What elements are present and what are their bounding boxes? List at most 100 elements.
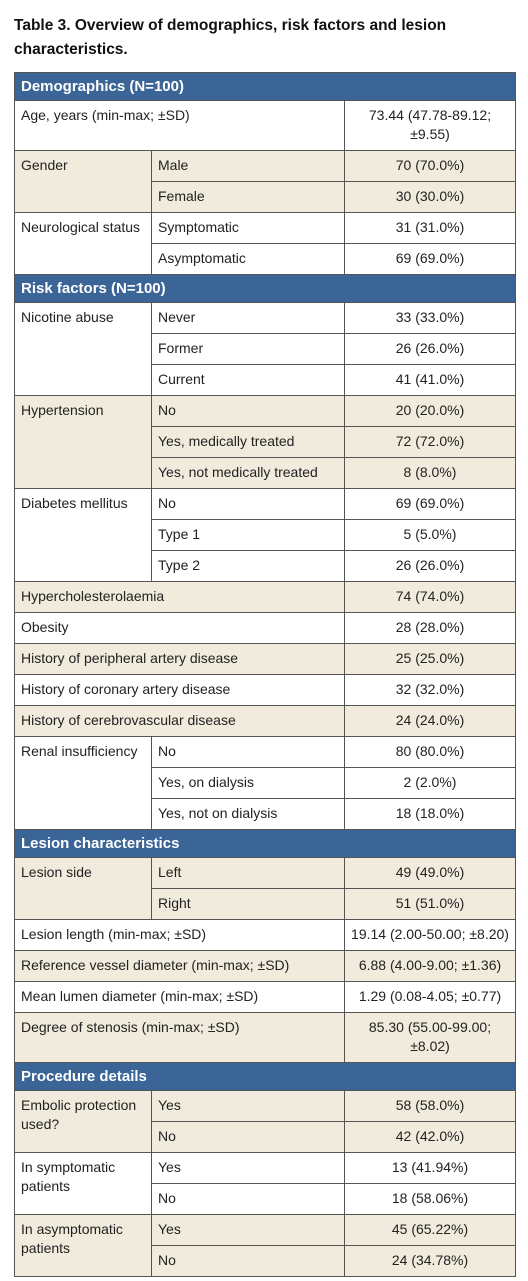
sub-label: Current [151, 364, 345, 396]
label: Mean lumen diameter (min-max; ±SD) [14, 981, 345, 1013]
row: Diabetes mellitus No 69 (69.0%) [14, 488, 517, 582]
label: Age, years (min-max; ±SD) [14, 100, 345, 151]
value: 70 (70.0%) [343, 150, 517, 182]
sub-label: Never [151, 302, 345, 334]
group-label: Hypertension [14, 395, 152, 489]
sub-label: No [151, 488, 345, 520]
value: 49 (49.0%) [343, 857, 517, 889]
sub-label: Yes [151, 1090, 345, 1122]
row: Nicotine abuse Never 33 (33.0%) [14, 302, 517, 396]
value: 33 (33.0%) [343, 302, 517, 334]
row: No 24 (34.78%) [15, 1245, 517, 1277]
group-label: Nicotine abuse [14, 302, 152, 396]
row: Yes, not medically treated 8 (8.0%) [15, 457, 517, 489]
value: 26 (26.0%) [343, 550, 517, 582]
row: Yes, medically treated 72 (72.0%) [15, 426, 517, 458]
sub-label: Yes [151, 1152, 345, 1184]
value: 74 (74.0%) [343, 581, 517, 613]
sub-label: Right [151, 888, 345, 920]
sub-label: Left [151, 857, 345, 889]
value: 45 (65.22%) [343, 1214, 517, 1246]
value: 2 (2.0%) [343, 767, 517, 799]
row: Obesity 28 (28.0%) [14, 612, 517, 644]
value: 73.44 (47.78-89.12; ±9.55) [343, 100, 517, 151]
value: 25 (25.0%) [343, 643, 517, 675]
value: 13 (41.94%) [343, 1152, 517, 1184]
value: 24 (24.0%) [343, 705, 517, 737]
section-row: Lesion characteristics [13, 829, 517, 858]
sub-label: Asymptomatic [151, 243, 345, 275]
row: Age, years (min-max; ±SD) 73.44 (47.78-89… [14, 100, 517, 151]
value: 20 (20.0%) [343, 395, 517, 427]
value: 24 (34.78%) [343, 1245, 517, 1277]
label: History of cerebrovascular disease [14, 705, 345, 737]
table: Demographics (N=100) Age, years (min-max;… [13, 72, 517, 1277]
row: Hypertension No 20 (20.0%) [14, 395, 517, 489]
value: 85.30 (55.00-99.00; ±8.02) [343, 1012, 517, 1063]
row: Degree of stenosis (min-max; ±SD) 85.30 (… [14, 1012, 517, 1063]
label: Obesity [14, 612, 345, 644]
value: 8 (8.0%) [343, 457, 517, 489]
section-header: Demographics (N=100) [13, 72, 517, 101]
label: Lesion length (min-max; ±SD) [14, 919, 345, 951]
row: In asymptomatic patients Yes 45 (65.22%) [14, 1214, 517, 1277]
sub-label: Type 1 [151, 519, 345, 551]
label: Reference vessel diameter (min-max; ±SD) [14, 950, 345, 982]
row: Neurological status Symptomatic 31 (31.0%) [14, 212, 517, 275]
row: Hypercholesterolaemia 74 (74.0%) [14, 581, 517, 613]
row: In symptomatic patients Yes 13 (41.94%) [14, 1152, 517, 1215]
sub-label: Yes, not on dialysis [151, 798, 345, 830]
row: History of cerebrovascular disease 24 (24… [14, 705, 517, 737]
value: 51 (51.0%) [343, 888, 517, 920]
row: Reference vessel diameter (min-max; ±SD)… [14, 950, 517, 982]
row: Yes, not on dialysis 18 (18.0%) [15, 798, 517, 830]
section-row: Procedure details [13, 1062, 517, 1091]
value: 31 (31.0%) [343, 212, 517, 244]
value: 28 (28.0%) [343, 612, 517, 644]
sub-label: Yes [151, 1214, 345, 1246]
sub-label: No [151, 736, 345, 768]
value: 30 (30.0%) [343, 181, 517, 213]
row: Gender Male 70 (70.0%) [14, 150, 517, 213]
group-label: In asymptomatic patients [14, 1214, 152, 1277]
row: Current 41 (41.0%) [15, 364, 517, 396]
value: 19.14 (2.00-50.00; ±8.20) [343, 919, 517, 951]
group-label: Neurological status [14, 212, 152, 275]
group-label: Lesion side [14, 857, 152, 920]
row: History of coronary artery disease 32 (32… [14, 674, 517, 706]
value: 42 (42.0%) [343, 1121, 517, 1153]
row: Female 30 (30.0%) [15, 181, 517, 213]
section-header: Risk factors (N=100) [13, 274, 517, 303]
value: 69 (69.0%) [343, 243, 517, 275]
value: 5 (5.0%) [343, 519, 517, 551]
sub-label: Symptomatic [151, 212, 345, 244]
value: 26 (26.0%) [343, 333, 517, 365]
value: 18 (58.06%) [343, 1183, 517, 1215]
sub-label: No [151, 1121, 345, 1153]
row: Renal insufficiency No 80 (80.0%) [14, 736, 517, 830]
section-row: Demographics (N=100) [13, 72, 517, 101]
group-label: In symptomatic patients [14, 1152, 152, 1215]
row: Former 26 (26.0%) [15, 333, 517, 365]
sub-label: Male [151, 150, 345, 182]
group-label: Gender [14, 150, 152, 213]
label: History of coronary artery disease [14, 674, 345, 706]
label: History of peripheral artery disease [14, 643, 345, 675]
value: 1.29 (0.08-4.05; ±0.77) [343, 981, 517, 1013]
value: 41 (41.0%) [343, 364, 517, 396]
sub-label: No [151, 1183, 345, 1215]
value: 32 (32.0%) [343, 674, 517, 706]
section-header: Lesion characteristics [13, 829, 517, 858]
value: 69 (69.0%) [343, 488, 517, 520]
group-label: Renal insufficiency [14, 736, 152, 830]
row: Embolic protection used? Yes 58 (58.0%) [14, 1090, 517, 1153]
row: Mean lumen diameter (min-max; ±SD) 1.29 (… [14, 981, 517, 1013]
value: 6.88 (4.00-9.00; ±1.36) [343, 950, 517, 982]
sub-label: Type 2 [151, 550, 345, 582]
sub-label: Female [151, 181, 345, 213]
row: Lesion length (min-max; ±SD) 19.14 (2.00-… [14, 919, 517, 951]
sub-label: Yes, not medically treated [151, 457, 345, 489]
row: History of peripheral artery disease 25 (… [14, 643, 517, 675]
